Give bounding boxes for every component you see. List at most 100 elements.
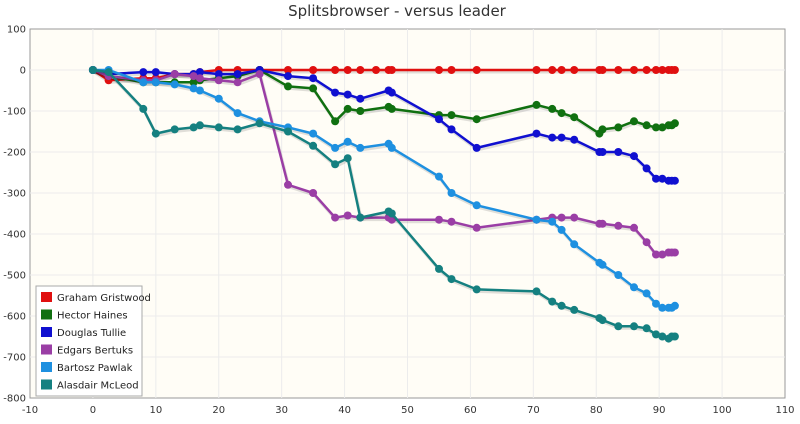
data-point [598, 66, 607, 74]
data-point [614, 66, 623, 74]
series-edgars-bertuks [88, 66, 679, 259]
x-tick-label: 10 [149, 405, 162, 416]
data-point [557, 213, 566, 222]
data-point [189, 123, 198, 132]
data-point [658, 66, 667, 74]
x-tick-label: 60 [464, 405, 477, 416]
data-point [435, 115, 443, 124]
data-point [195, 121, 204, 130]
x-tick-label: 20 [212, 405, 225, 416]
data-point [670, 119, 679, 128]
data-point [532, 66, 541, 74]
data-point [284, 72, 292, 81]
data-point [642, 324, 651, 333]
data-point [614, 148, 623, 156]
data-point [356, 213, 365, 222]
data-point [472, 115, 481, 124]
data-point [598, 260, 607, 269]
data-point [356, 143, 365, 152]
legend-label: Alasdair McLeod [57, 381, 139, 392]
data-point [343, 90, 352, 99]
data-point [642, 121, 651, 130]
data-point [214, 123, 223, 132]
data-point [658, 250, 667, 259]
legend-box [35, 285, 143, 397]
data-point [139, 78, 148, 87]
data-point [331, 88, 340, 97]
data-point [88, 66, 97, 74]
data-point [151, 129, 160, 138]
data-point [642, 164, 651, 173]
x-tick-label: 0 [90, 405, 96, 416]
data-point [387, 66, 396, 74]
data-point [598, 316, 607, 325]
data-point [356, 66, 365, 74]
data-point [614, 271, 623, 279]
data-point [532, 215, 541, 224]
data-point [331, 66, 340, 74]
y-tick-label: -800 [3, 394, 26, 405]
data-point [309, 189, 318, 197]
data-point [658, 123, 667, 132]
data-point [548, 66, 557, 74]
data-point [614, 123, 623, 132]
data-point [472, 285, 481, 294]
data-point [214, 70, 223, 79]
legend-label: Douglas Tullie [57, 328, 126, 339]
legend-swatch [41, 344, 52, 355]
data-point [372, 66, 380, 74]
data-point [435, 66, 443, 74]
data-point [557, 225, 566, 234]
data-point [233, 70, 242, 79]
data-point [447, 275, 456, 284]
data-point [598, 219, 607, 228]
data-point [284, 66, 292, 74]
data-point [343, 104, 352, 113]
data-point [548, 104, 557, 113]
data-point [284, 180, 292, 189]
data-point [447, 189, 456, 197]
data-point [652, 330, 660, 339]
data-point [570, 113, 579, 122]
data-point [614, 322, 623, 331]
data-point [189, 84, 198, 93]
legend-label: Hector Haines [57, 311, 128, 322]
x-tick-label: -10 [22, 405, 38, 416]
y-tick-label: 0 [20, 66, 26, 77]
data-point [356, 94, 365, 103]
data-point [255, 70, 264, 79]
data-point [331, 143, 340, 152]
data-point [343, 66, 352, 74]
data-point [195, 86, 204, 95]
data-point [570, 135, 579, 144]
data-point [652, 174, 660, 183]
x-tick-label: 30 [275, 405, 288, 416]
axes: -10 0 10 20 30 40 50 60 70 80 90 100 1101000-100-200… [3, 25, 794, 417]
data-point [598, 125, 607, 134]
data-point [472, 223, 481, 232]
data-point [284, 82, 292, 91]
data-point [435, 264, 443, 273]
data-point [570, 213, 579, 222]
data-point [447, 217, 456, 226]
y-tick-label: -100 [3, 107, 26, 118]
data-point [658, 303, 667, 312]
series-group [88, 66, 679, 343]
data-point [104, 68, 113, 77]
data-point [642, 238, 651, 247]
data-point [170, 70, 179, 79]
data-point [630, 223, 638, 232]
data-point [189, 72, 198, 81]
data-point [435, 172, 443, 181]
legend: Graham Gristwood Hector Haines Douglas Tul… [35, 285, 151, 397]
data-point [309, 129, 318, 138]
data-point [195, 74, 204, 83]
legend-swatch [41, 379, 52, 390]
data-point [557, 133, 566, 142]
data-point [170, 125, 179, 134]
x-tick-label: 110 [775, 405, 794, 416]
data-point [557, 301, 566, 310]
data-point [309, 141, 318, 150]
data-point [652, 250, 660, 259]
data-point [189, 78, 198, 87]
